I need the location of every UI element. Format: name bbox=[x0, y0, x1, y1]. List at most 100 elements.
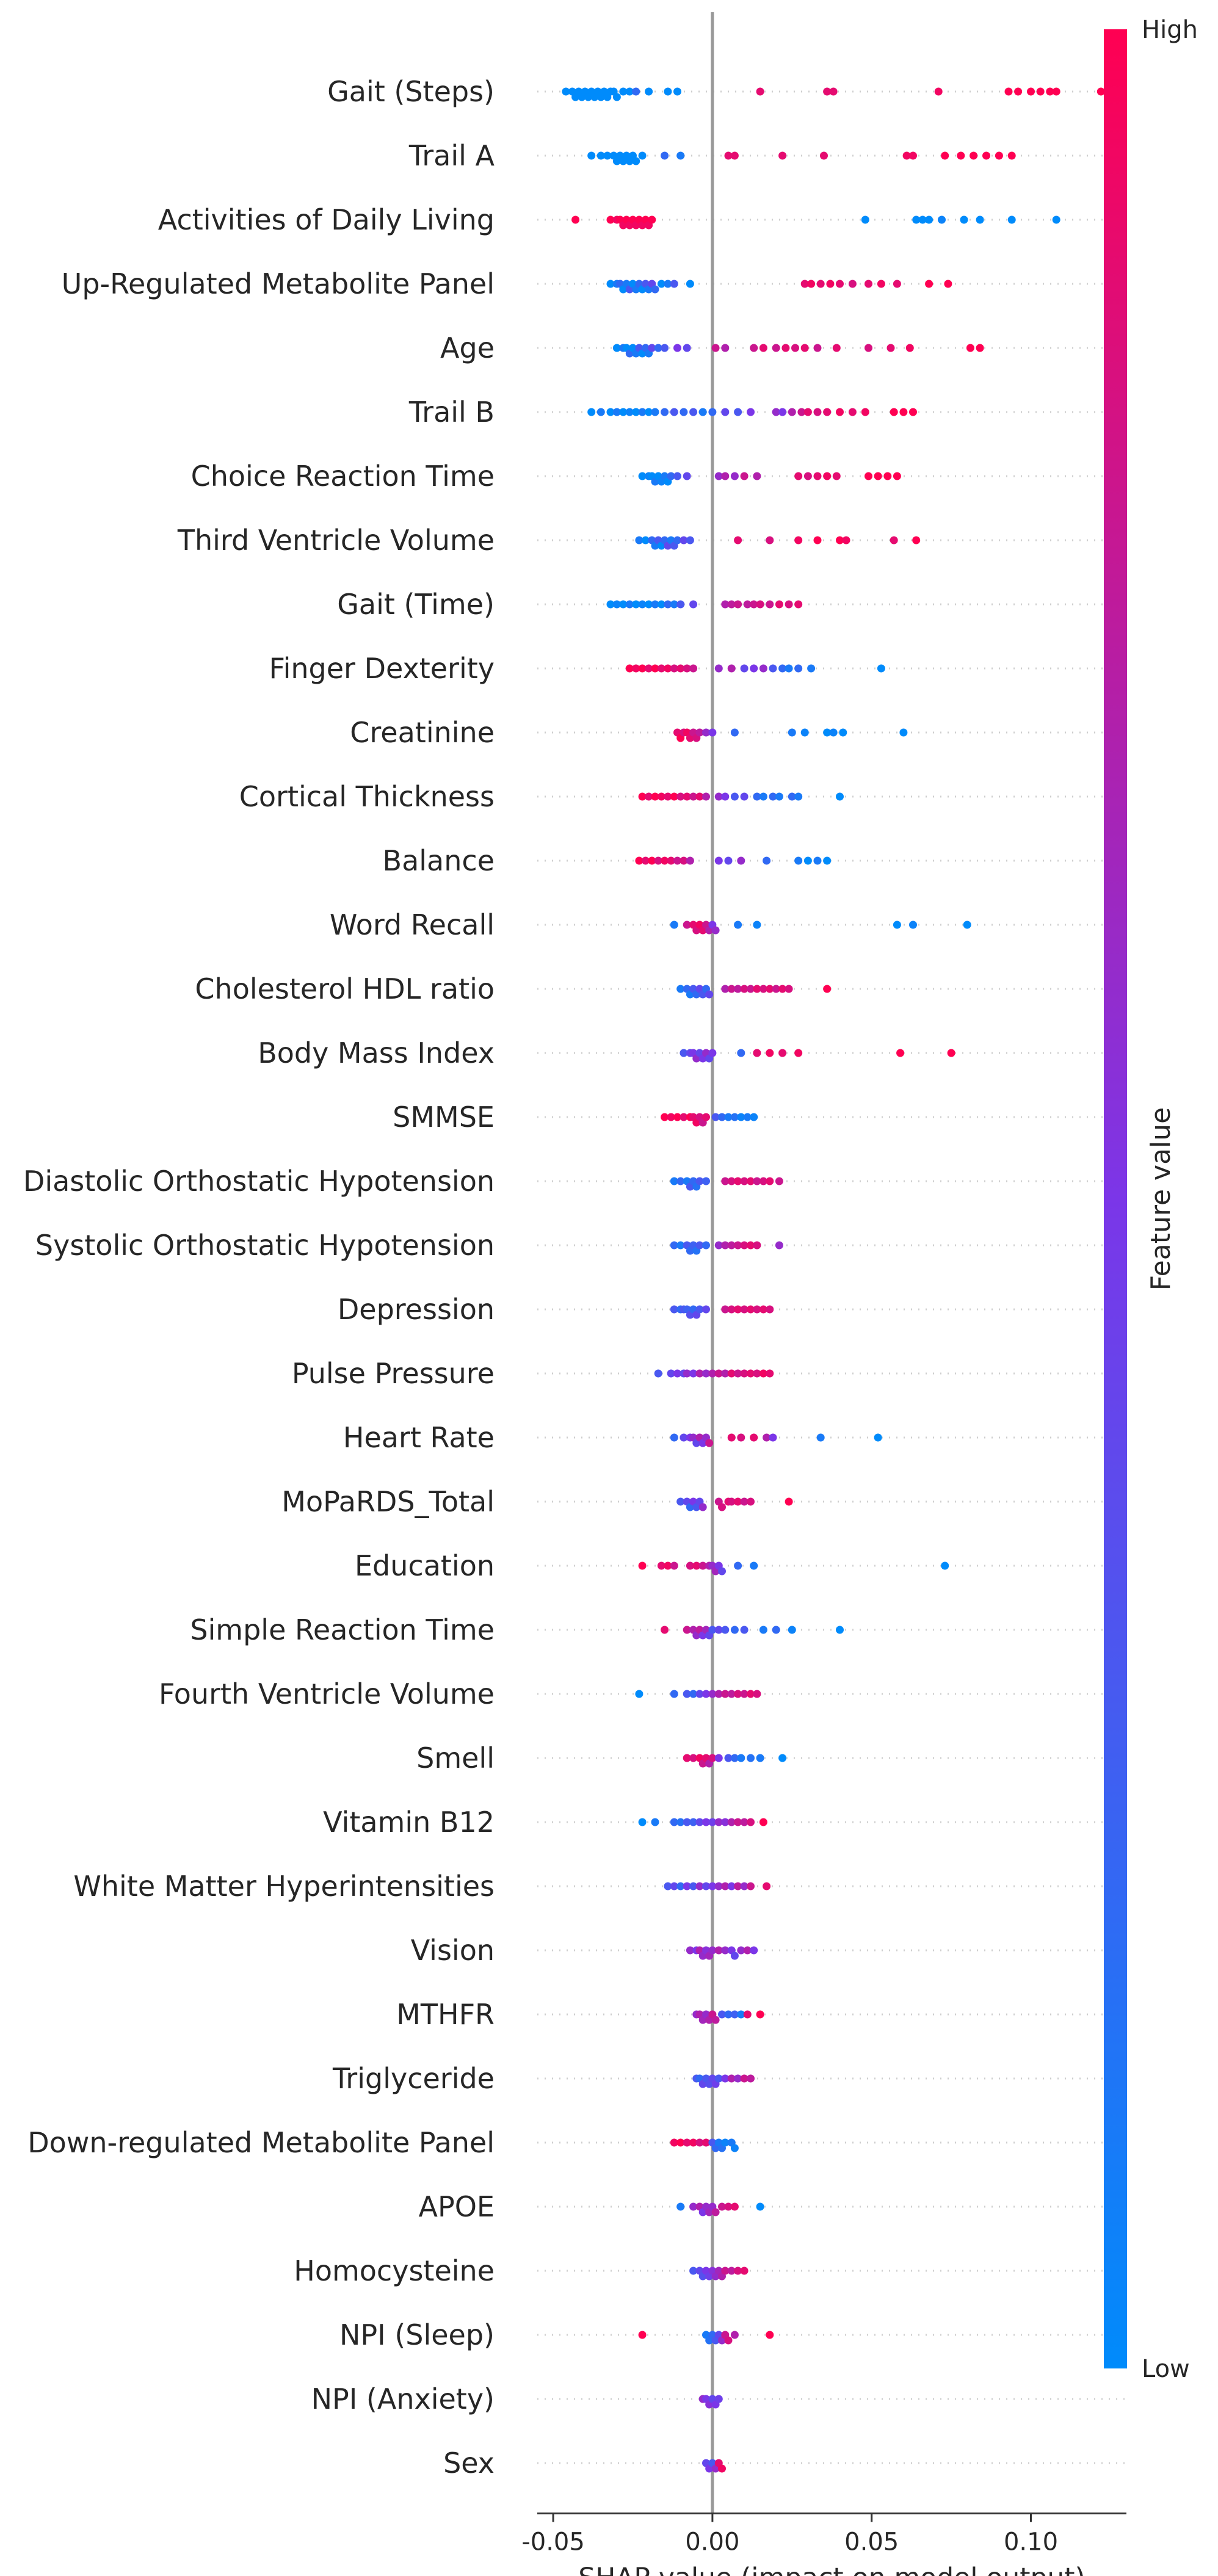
data-point bbox=[651, 408, 659, 416]
data-point bbox=[766, 1177, 774, 1185]
data-point bbox=[683, 1626, 691, 1634]
data-point bbox=[673, 87, 681, 96]
data-point bbox=[740, 1626, 749, 1634]
data-point bbox=[800, 344, 809, 352]
data-point bbox=[695, 1690, 704, 1698]
data-point bbox=[848, 408, 857, 416]
data-point bbox=[680, 536, 688, 545]
data-point bbox=[708, 1818, 717, 1826]
data-point bbox=[638, 1818, 647, 1826]
data-point bbox=[664, 87, 672, 96]
data-point bbox=[708, 1369, 717, 1378]
data-point bbox=[753, 1241, 761, 1250]
data-point bbox=[750, 344, 758, 352]
data-point bbox=[689, 408, 698, 416]
data-point bbox=[670, 1305, 678, 1314]
data-point bbox=[702, 792, 710, 801]
data-point bbox=[695, 728, 704, 737]
data-point bbox=[905, 344, 914, 352]
data-point bbox=[886, 344, 895, 352]
data-point bbox=[740, 792, 749, 801]
data-point bbox=[803, 472, 812, 480]
data-point bbox=[893, 921, 901, 929]
data-point bbox=[899, 728, 908, 737]
data-point bbox=[711, 2208, 720, 2216]
data-point bbox=[638, 408, 647, 416]
data-point bbox=[740, 664, 749, 673]
data-point bbox=[724, 856, 733, 865]
data-point bbox=[676, 2202, 685, 2211]
data-point bbox=[823, 985, 832, 993]
data-point bbox=[603, 151, 612, 160]
colorbar-low-label: Low bbox=[1142, 2355, 1190, 2383]
data-point bbox=[721, 472, 730, 480]
data-point bbox=[836, 1626, 844, 1634]
data-point bbox=[661, 856, 669, 865]
data-point bbox=[976, 344, 984, 352]
data-point bbox=[747, 1497, 755, 1506]
data-point bbox=[737, 1946, 745, 1955]
data-point bbox=[803, 856, 812, 865]
data-point bbox=[734, 1305, 742, 1314]
data-point bbox=[759, 1369, 767, 1378]
data-point bbox=[625, 600, 634, 609]
data-point bbox=[721, 1690, 730, 1698]
data-point bbox=[747, 1305, 755, 1314]
data-point bbox=[753, 921, 761, 929]
data-point bbox=[877, 664, 885, 673]
data-point bbox=[619, 87, 628, 96]
data-point bbox=[899, 408, 908, 416]
data-point bbox=[721, 2267, 730, 2275]
data-point bbox=[734, 600, 742, 609]
data-point bbox=[721, 344, 730, 352]
data-point bbox=[730, 2144, 739, 2152]
data-point bbox=[778, 985, 787, 993]
data-point bbox=[753, 1690, 761, 1698]
data-point bbox=[747, 1241, 755, 1250]
data-point bbox=[759, 344, 767, 352]
data-point bbox=[747, 1818, 755, 1826]
feature-label: SMMSE bbox=[393, 1101, 495, 1134]
data-point bbox=[661, 1626, 669, 1634]
data-point bbox=[683, 1690, 691, 1698]
data-point bbox=[734, 1241, 742, 1250]
data-point bbox=[721, 1177, 730, 1185]
row-guides bbox=[537, 90, 1126, 2464]
data-point bbox=[651, 792, 659, 801]
data-point bbox=[756, 2202, 764, 2211]
feature-label: Age bbox=[440, 331, 495, 364]
data-point bbox=[727, 1305, 736, 1314]
feature-label: Gait (Steps) bbox=[327, 75, 495, 108]
data-point bbox=[800, 728, 809, 737]
data-point bbox=[750, 1433, 758, 1442]
data-point bbox=[890, 536, 898, 545]
data-point bbox=[676, 1882, 685, 1890]
data-point bbox=[676, 1177, 685, 1185]
data-point bbox=[661, 344, 669, 352]
data-point bbox=[883, 472, 892, 480]
data-point bbox=[794, 792, 803, 801]
feature-label: Heart Rate bbox=[343, 1421, 495, 1454]
data-point bbox=[794, 664, 803, 673]
data-point bbox=[766, 1369, 774, 1378]
data-point bbox=[676, 664, 685, 673]
data-point bbox=[794, 856, 803, 865]
data-point bbox=[683, 792, 691, 801]
data-point bbox=[823, 472, 832, 480]
data-point bbox=[730, 472, 739, 480]
data-point bbox=[820, 151, 828, 160]
data-point bbox=[727, 600, 736, 609]
data-point bbox=[708, 1690, 717, 1698]
data-point bbox=[734, 1882, 742, 1890]
data-point bbox=[893, 280, 901, 288]
data-point bbox=[654, 344, 662, 352]
data-point bbox=[861, 408, 869, 416]
data-point bbox=[676, 600, 685, 609]
data-point bbox=[612, 600, 621, 609]
data-point bbox=[734, 921, 742, 929]
data-point bbox=[695, 1369, 704, 1378]
data-point bbox=[689, 600, 698, 609]
data-point bbox=[766, 536, 774, 545]
data-point bbox=[596, 151, 605, 160]
